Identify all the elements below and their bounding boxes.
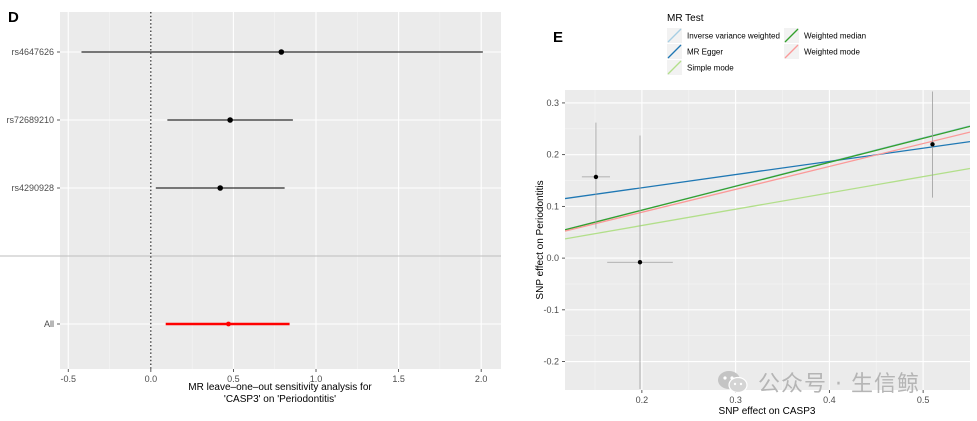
forest-row-label: rs4290928: [11, 183, 54, 193]
forest-point-estimate: [227, 117, 233, 123]
mr-line-weighted-median: [565, 125, 970, 231]
scatter-y-tick-label: -0.2: [543, 357, 559, 367]
scatter-x-tick-label: 0.5: [917, 395, 930, 405]
watermark-text: 公众号 · 生信鲸: [758, 372, 920, 397]
forest-panel-background: [60, 12, 501, 369]
forest-x-tick-label: 1.5: [392, 374, 405, 384]
forest-x-tick-label: 0.5: [227, 374, 240, 384]
scatter-x-tick-label: 0.4: [823, 395, 836, 405]
panel-e-label: E: [553, 29, 563, 46]
scatter-y-tick-label: 0.0: [546, 253, 559, 263]
legend-entry-label: Weighted mode: [804, 48, 860, 57]
scatter-x-tick-label: 0.2: [636, 395, 649, 405]
scatter-panel-background: [565, 90, 970, 390]
mr-line-mr-egger: [565, 140, 970, 200]
scatter-point: [637, 260, 643, 265]
mr-line-simple-mode: [565, 167, 970, 240]
legend-key-swatch: [667, 28, 682, 43]
forest-point-estimate: [226, 321, 231, 327]
legend-key-swatch: [784, 28, 799, 43]
forest-row-label: All: [44, 319, 54, 329]
forest-x-tick-label: -0.5: [61, 374, 77, 384]
scatter-mr-lines: [565, 125, 970, 240]
scatter-gridlines: [565, 90, 970, 390]
legend-entry-label: Weighted median: [804, 32, 866, 41]
legend-title: MR Test: [667, 13, 704, 24]
legend-key-swatch: [784, 44, 799, 59]
forest-row-labels: rs4647626 rs72689210 rs4290928 All: [6, 47, 60, 329]
forest-x-tick-label: 0.0: [145, 374, 158, 384]
legend-entry-label: Inverse variance weighted: [687, 32, 780, 41]
legend-key-swatch: [667, 44, 682, 59]
scatter-xlabel: SNP effect on CASP3: [719, 406, 816, 417]
forest-row-label: rs4647626: [11, 47, 54, 57]
scatter-y-tick-label: -0.1: [543, 305, 559, 315]
legend: Inverse variance weighted MR Egger Simple …: [667, 28, 866, 75]
scatter-y-ticks: -0.2 -0.1 0.0 0.1 0.2 0.3: [543, 98, 565, 367]
mr-line-weighted-mode: [565, 131, 970, 232]
panel-d-label: D: [8, 9, 19, 26]
legend-entry-label: Simple mode: [687, 64, 734, 73]
forest-marks: [0, 12, 501, 369]
scatter-point: [930, 142, 935, 147]
forest-xlabel-line2: 'CASP3' on 'Periodontitis': [224, 394, 336, 405]
forest-x-tick-label: 1.0: [310, 374, 323, 384]
legend-key-swatch: [667, 60, 682, 75]
scatter-point: [593, 174, 599, 180]
forest-point-estimate: [217, 185, 224, 191]
watermark: 公众号 · 生信鲸: [716, 366, 920, 398]
scatter-y-tick-label: 0.1: [546, 201, 559, 211]
forest-row-label: rs72689210: [6, 115, 54, 125]
scatter-y-tick-label: 0.2: [546, 150, 559, 160]
scatter-points: [581, 91, 935, 389]
wechat-icon: [718, 371, 748, 394]
forest-xlabel-line1: MR leave–one–out sensitivity analysis fo…: [188, 382, 372, 393]
scatter-x-tick-label: 0.3: [729, 395, 742, 405]
legend-entry-label: MR Egger: [687, 48, 723, 57]
forest-point-estimate: [278, 49, 285, 55]
scatter-y-tick-label: 0.3: [546, 98, 559, 108]
forest-x-tick-label: 2.0: [475, 374, 488, 384]
forest-x-ticks: -0.5 0.0 0.5 1.0 1.5 2.0: [61, 369, 488, 384]
scatter-ylabel: SNP effect on Periodontitis: [535, 180, 546, 299]
